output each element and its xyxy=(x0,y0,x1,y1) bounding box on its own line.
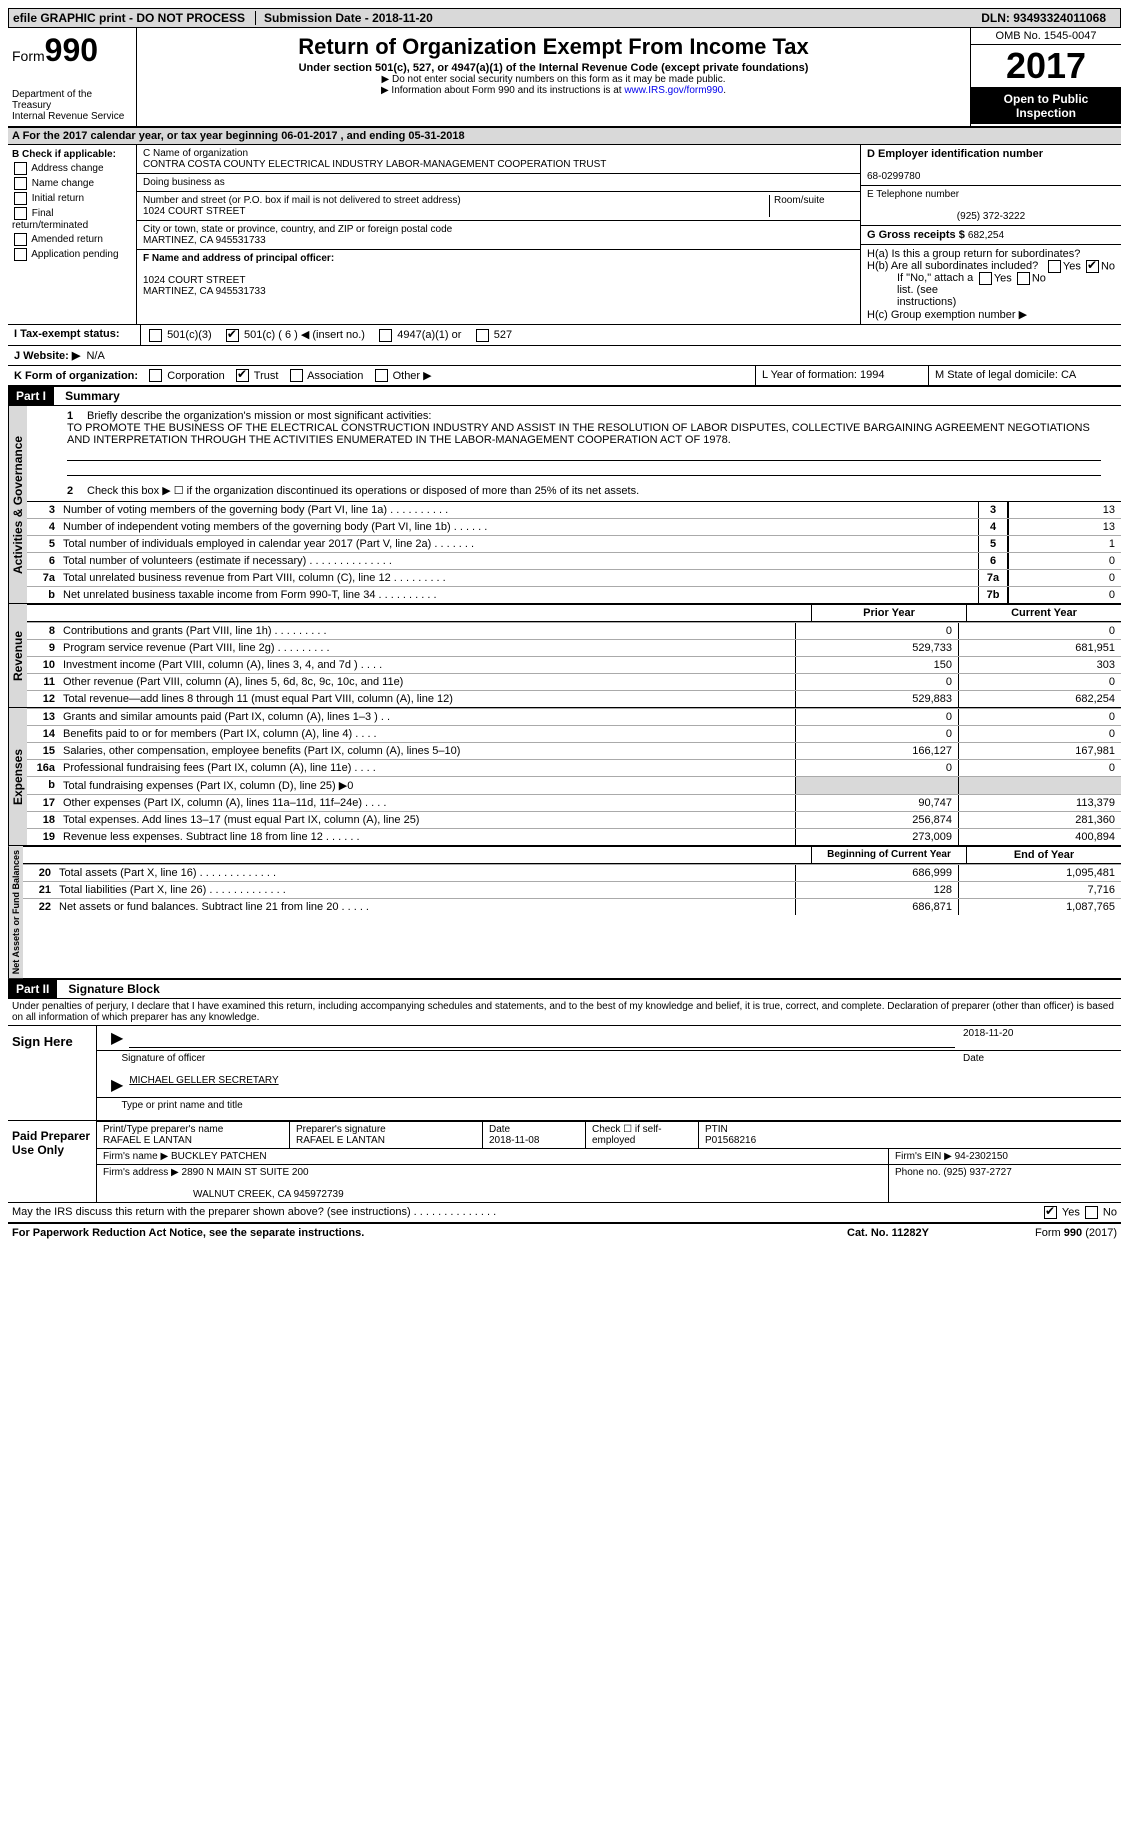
check-ha-no[interactable] xyxy=(1086,260,1099,273)
form-header: Form990 Department of the Treasury Inter… xyxy=(8,28,1121,128)
check-assoc[interactable] xyxy=(290,369,303,382)
check-corp[interactable] xyxy=(149,369,162,382)
line-item: 5 Total number of individuals employed i… xyxy=(27,535,1121,552)
preparer-row: Paid Preparer Use Only Print/Type prepar… xyxy=(8,1120,1121,1202)
row-i: I Tax-exempt status: 501(c)(3) 501(c) ( … xyxy=(8,325,1121,346)
line-item: b Net unrelated business taxable income … xyxy=(27,586,1121,603)
check-name[interactable] xyxy=(14,177,27,190)
line-item: 22 Net assets or fund balances. Subtract… xyxy=(23,898,1121,915)
col-c-org: C Name of organization CONTRA COSTA COUN… xyxy=(137,145,860,324)
check-501c3[interactable] xyxy=(149,329,162,342)
end-year-header: End of Year xyxy=(966,847,1121,863)
header-mid: Return of Organization Exempt From Incom… xyxy=(137,28,970,126)
header-left: Form990 Department of the Treasury Inter… xyxy=(8,28,137,126)
revenue-section: Revenue Prior Year Current Year 8 Contri… xyxy=(8,604,1121,708)
check-discuss-no[interactable] xyxy=(1085,1206,1098,1219)
line-item: 13 Grants and similar amounts paid (Part… xyxy=(27,708,1121,725)
begin-year-header: Beginning of Current Year xyxy=(811,847,966,863)
revenue-label: Revenue xyxy=(8,604,27,707)
check-hb-no[interactable] xyxy=(1017,272,1030,285)
check-hb-yes[interactable] xyxy=(979,272,992,285)
check-4947[interactable] xyxy=(379,329,392,342)
arrow-icon: ▶ xyxy=(105,1028,129,1048)
org-name: CONTRA COSTA COUNTY ELECTRICAL INDUSTRY … xyxy=(143,159,854,170)
efile-label: efile GRAPHIC print - DO NOT PROCESS xyxy=(13,11,245,25)
discuss-row: May the IRS discuss this return with the… xyxy=(8,1202,1121,1222)
line-item: 10 Investment income (Part VIII, column … xyxy=(27,656,1121,673)
line-item: 3 Number of voting members of the govern… xyxy=(27,502,1121,518)
row-k: K Form of organization: Corporation Trus… xyxy=(8,366,1121,388)
line-item: 12 Total revenue—add lines 8 through 11 … xyxy=(27,690,1121,707)
declaration-text: Under penalties of perjury, I declare th… xyxy=(8,999,1121,1025)
city-state-zip: MARTINEZ, CA 945531733 xyxy=(143,235,854,246)
net-assets-section: Net Assets or Fund Balances Beginning of… xyxy=(8,846,1121,980)
line-item: 16a Professional fundraising fees (Part … xyxy=(27,759,1121,776)
check-ha-yes[interactable] xyxy=(1048,260,1061,273)
check-pending[interactable] xyxy=(14,248,27,261)
governance-section: Activities & Governance 1Briefly describ… xyxy=(8,406,1121,604)
part2-header: Part II Signature Block xyxy=(8,980,1121,999)
line-item: b Total fundraising expenses (Part IX, c… xyxy=(27,776,1121,794)
footer: For Paperwork Reduction Act Notice, see … xyxy=(8,1222,1121,1242)
check-other[interactable] xyxy=(375,369,388,382)
arrow-icon: ▶ xyxy=(105,1075,129,1095)
line-item: 15 Salaries, other compensation, employe… xyxy=(27,742,1121,759)
line-item: 4 Number of independent voting members o… xyxy=(27,518,1121,535)
line-item: 8 Contributions and grants (Part VIII, l… xyxy=(27,622,1121,639)
open-inspection: Open to Public Inspection xyxy=(971,88,1121,124)
row-a-tax-year: A For the 2017 calendar year, or tax yea… xyxy=(8,128,1121,145)
part1-header: Part I Summary xyxy=(8,387,1121,406)
line-item: 7a Total unrelated business revenue from… xyxy=(27,569,1121,586)
expenses-section: Expenses 13 Grants and similar amounts p… xyxy=(8,708,1121,846)
current-year-header: Current Year xyxy=(966,605,1121,621)
col-d-ein: D Employer identification number 68-0299… xyxy=(860,145,1121,324)
governance-label: Activities & Governance xyxy=(8,406,27,603)
check-final[interactable] xyxy=(14,207,27,220)
tax-year: 2017 xyxy=(971,45,1121,88)
check-501c[interactable] xyxy=(226,329,239,342)
check-initial[interactable] xyxy=(14,192,27,205)
line-item: 11 Other revenue (Part VIII, column (A),… xyxy=(27,673,1121,690)
check-527[interactable] xyxy=(476,329,489,342)
line-item: 17 Other expenses (Part IX, column (A), … xyxy=(27,794,1121,811)
header-right: OMB No. 1545-0047 2017 Open to Public In… xyxy=(970,28,1121,126)
check-address[interactable] xyxy=(14,162,27,175)
mission-text: TO PROMOTE THE BUSINESS OF THE ELECTRICA… xyxy=(67,422,1101,446)
top-bar: efile GRAPHIC print - DO NOT PROCESS Sub… xyxy=(8,8,1121,28)
line-item: 21 Total liabilities (Part X, line 26) .… xyxy=(23,881,1121,898)
line-item: 18 Total expenses. Add lines 13–17 (must… xyxy=(27,811,1121,828)
line-item: 14 Benefits paid to or for members (Part… xyxy=(27,725,1121,742)
officer-name: MICHAEL GELLER SECRETARY xyxy=(129,1075,1113,1095)
irs-link[interactable]: www.IRS.gov/form990 xyxy=(624,85,723,96)
dln: DLN: 93493324011068 xyxy=(981,11,1106,25)
sign-here-row: Sign Here ▶ 2018-11-20 Signature of offi… xyxy=(8,1025,1121,1120)
check-amended[interactable] xyxy=(14,233,27,246)
telephone: (925) 372-3222 xyxy=(867,211,1115,222)
omb-number: OMB No. 1545-0047 xyxy=(971,28,1121,45)
check-trust[interactable] xyxy=(236,369,249,382)
gross-receipts: 682,254 xyxy=(968,230,1004,241)
prior-year-header: Prior Year xyxy=(811,605,966,621)
check-discuss-yes[interactable] xyxy=(1044,1206,1057,1219)
expenses-label: Expenses xyxy=(8,708,27,845)
net-assets-label: Net Assets or Fund Balances xyxy=(8,846,23,978)
section-bcd: B Check if applicable: Address change Na… xyxy=(8,145,1121,325)
form-title: Return of Organization Exempt From Incom… xyxy=(147,34,960,60)
line-item: 9 Program service revenue (Part VIII, li… xyxy=(27,639,1121,656)
col-b-checkboxes: B Check if applicable: Address change Na… xyxy=(8,145,137,324)
mission-block: 1Briefly describe the organization's mis… xyxy=(27,406,1121,502)
row-j: J Website: ▶ N/A xyxy=(8,346,1121,366)
street-address: 1024 COURT STREET xyxy=(143,206,769,217)
line-item: 6 Total number of volunteers (estimate i… xyxy=(27,552,1121,569)
line-item: 20 Total assets (Part X, line 16) . . . … xyxy=(23,864,1121,881)
ein-value: 68-0299780 xyxy=(867,171,920,182)
submission: Submission Date - 2018-11-20 xyxy=(255,11,971,25)
line-item: 19 Revenue less expenses. Subtract line … xyxy=(27,828,1121,845)
